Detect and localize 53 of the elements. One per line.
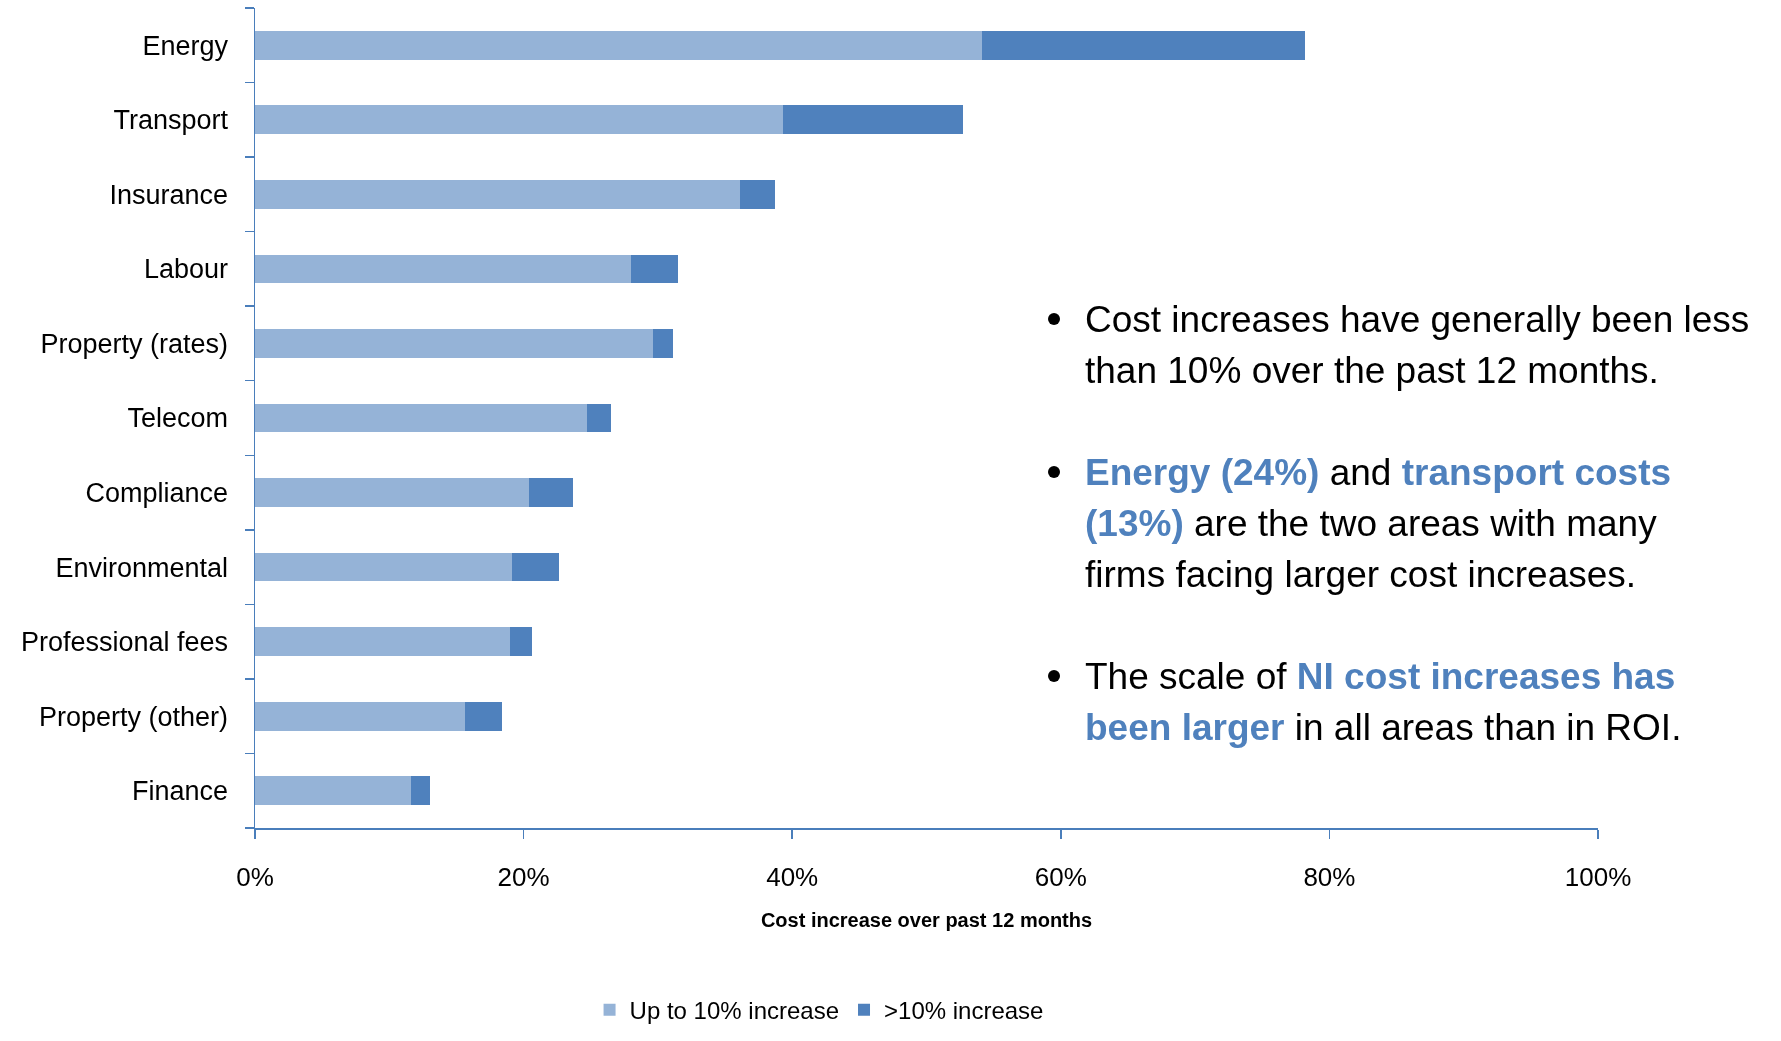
- annotation: transport costs: [1401, 452, 1672, 493]
- annotation: firms facing larger cost increases.: [1085, 554, 1637, 595]
- annotation: and: [1329, 452, 1392, 493]
- x-tick-label: 0%: [236, 861, 274, 892]
- bar: [255, 30, 982, 60]
- bar: [255, 403, 587, 433]
- bar: [255, 329, 653, 358]
- annotation: in all areas than in ROI.: [1294, 707, 1682, 748]
- x-tick-label: 100%: [1564, 861, 1632, 892]
- legend-label: >10% increase: [884, 997, 1044, 1024]
- bar: [586, 403, 611, 433]
- y-tick-label: Property (other): [39, 701, 229, 732]
- bar: [255, 701, 465, 731]
- bar: [255, 776, 411, 806]
- bar: [739, 180, 775, 209]
- x-tick-label: 20%: [497, 861, 550, 892]
- bar: [410, 776, 430, 806]
- x-tick-label: 40%: [766, 861, 819, 892]
- annotation: The scale of: [1085, 656, 1287, 697]
- y-tick-label: Energy: [142, 30, 229, 61]
- y-tick-label: Transport: [113, 105, 229, 136]
- bar: [511, 552, 559, 582]
- annotation: (13%): [1085, 503, 1184, 544]
- y-tick-label: Property (rates): [40, 328, 229, 359]
- bar: [981, 30, 1306, 60]
- annotation: NI cost increases has: [1296, 656, 1676, 697]
- bar: [631, 254, 679, 284]
- y-tick-label: Telecom: [127, 403, 229, 434]
- bar: [464, 701, 503, 731]
- bar: [255, 105, 783, 135]
- legend-label: Up to 10% increase: [629, 997, 840, 1024]
- bar: [782, 105, 963, 135]
- y-tick-label: Finance: [132, 776, 229, 807]
- x-tick-label: 60%: [1034, 861, 1087, 892]
- bar: [255, 254, 632, 284]
- x-axis-title: Cost increase over past 12 months: [760, 908, 1093, 931]
- y-tick-label: Environmental: [55, 552, 229, 583]
- annotation: Cost increases have generally been less than 10% over the past 12 months.: [1085, 299, 1750, 391]
- annotation: Energy (24%): [1085, 452, 1320, 493]
- bar: [510, 627, 532, 656]
- annotation: are the two areas with many: [1193, 503, 1657, 544]
- annotation: been larger: [1085, 707, 1285, 748]
- bar: [652, 329, 673, 358]
- x-tick-label: 80%: [1303, 861, 1356, 892]
- y-tick-label: Professional fees: [20, 627, 229, 658]
- bar: [255, 552, 512, 582]
- bar: [255, 627, 511, 656]
- y-tick-label: Labour: [144, 254, 229, 285]
- y-tick-label: Insurance: [109, 179, 229, 210]
- bar: [255, 478, 529, 507]
- bar: [255, 180, 740, 209]
- bar: [528, 478, 574, 507]
- y-tick-label: Compliance: [85, 478, 229, 508]
